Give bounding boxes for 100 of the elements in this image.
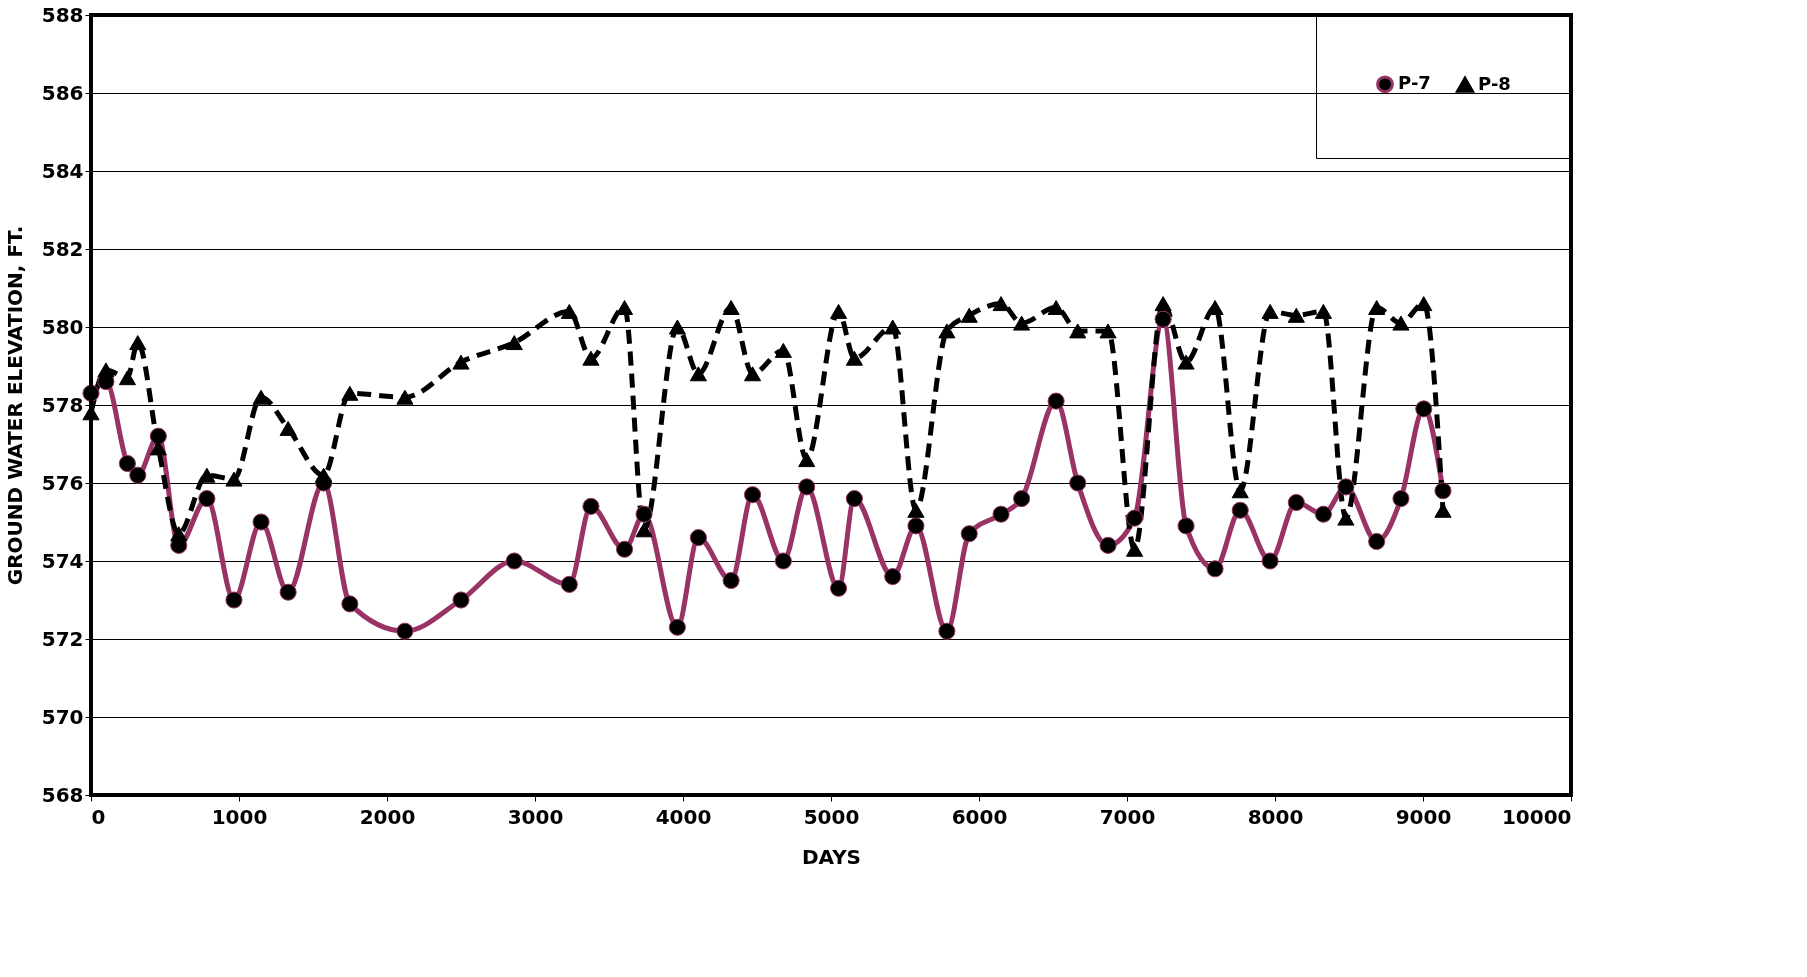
point (1099, 536, 1117, 554)
point (635, 505, 653, 523)
x-axis-title: DAYS (801, 844, 862, 869)
point (225, 471, 243, 487)
y-tick-label: 584 (41, 158, 84, 183)
point (1392, 315, 1410, 331)
point (1337, 478, 1355, 496)
point (198, 467, 216, 483)
point (689, 529, 707, 547)
x-tick-label: 4000 (655, 804, 712, 829)
point (1099, 323, 1117, 339)
point (129, 466, 147, 484)
point (1206, 560, 1224, 578)
point (1314, 505, 1332, 523)
point (396, 622, 414, 640)
point (97, 362, 115, 378)
point (1392, 490, 1410, 508)
point (774, 342, 792, 358)
point (744, 366, 762, 382)
point (1261, 552, 1279, 570)
point (1047, 392, 1065, 410)
point (960, 525, 978, 543)
point (149, 427, 167, 445)
point (505, 335, 523, 351)
point (1177, 517, 1195, 535)
y-axis-title: GROUND WATER ELEVATION, FT. (2, 225, 27, 586)
point (1069, 474, 1087, 492)
point (992, 296, 1010, 312)
point (1287, 493, 1305, 512)
point (907, 517, 925, 535)
x-tick-label: 5000 (803, 804, 860, 829)
point (1069, 323, 1087, 339)
point (252, 389, 270, 405)
point (1154, 310, 1172, 328)
point (396, 389, 414, 405)
point (1047, 300, 1065, 315)
point (129, 335, 147, 351)
point (1337, 510, 1355, 526)
point (884, 319, 902, 335)
point (1231, 483, 1249, 499)
point (1314, 303, 1332, 319)
point (1177, 354, 1195, 370)
point (635, 522, 653, 538)
point (615, 540, 634, 558)
y-tick-label: 568 (41, 782, 84, 807)
x-tick-label: 2000 (359, 804, 416, 829)
x-tick-label: 6000 (951, 804, 1008, 829)
x-tick-label: 8000 (1247, 804, 1304, 829)
x-tick-label: 3000 (507, 804, 564, 829)
point (225, 591, 243, 609)
point (1261, 303, 1279, 319)
point (118, 370, 136, 386)
point (582, 350, 600, 366)
point (279, 420, 297, 436)
point (829, 579, 848, 597)
point (1125, 541, 1144, 557)
x-tick-label: 1000 (211, 804, 268, 829)
point (884, 568, 902, 586)
point (582, 497, 600, 515)
y-tick-label: 578 (41, 392, 84, 417)
point (1125, 509, 1144, 527)
point (845, 350, 863, 366)
y-tick-label: 576 (41, 470, 84, 495)
point (452, 591, 470, 609)
x-tick-label: 7000 (1099, 804, 1156, 829)
point (992, 505, 1010, 523)
point (722, 300, 740, 315)
x-tick-label: 9000 (1395, 804, 1452, 829)
point (722, 571, 740, 590)
point (668, 319, 686, 335)
point (845, 490, 863, 508)
point (1434, 482, 1452, 500)
point (1231, 501, 1249, 519)
point (560, 303, 578, 319)
point (938, 323, 956, 339)
point (1368, 532, 1386, 551)
y-tick-label: 586 (41, 80, 84, 105)
y-tick-label: 572 (41, 626, 84, 651)
point (774, 552, 792, 570)
y-tick-label: 574 (41, 548, 84, 573)
point (560, 575, 578, 593)
point (960, 307, 978, 323)
point (829, 303, 848, 319)
point (1154, 296, 1172, 312)
point (744, 486, 762, 504)
point (798, 478, 816, 496)
y-tick-label: 580 (41, 314, 84, 339)
point (1287, 307, 1305, 323)
point (170, 526, 188, 542)
point (341, 595, 359, 613)
point (1013, 315, 1031, 331)
x-tick-label: 10000 (1501, 804, 1572, 829)
point (1368, 300, 1386, 315)
point (279, 583, 297, 601)
point (315, 467, 333, 483)
legend-label: P-8 (1478, 72, 1511, 94)
point (798, 452, 816, 468)
y-tick-label: 582 (41, 236, 84, 261)
point (341, 385, 359, 401)
point (1415, 296, 1433, 312)
